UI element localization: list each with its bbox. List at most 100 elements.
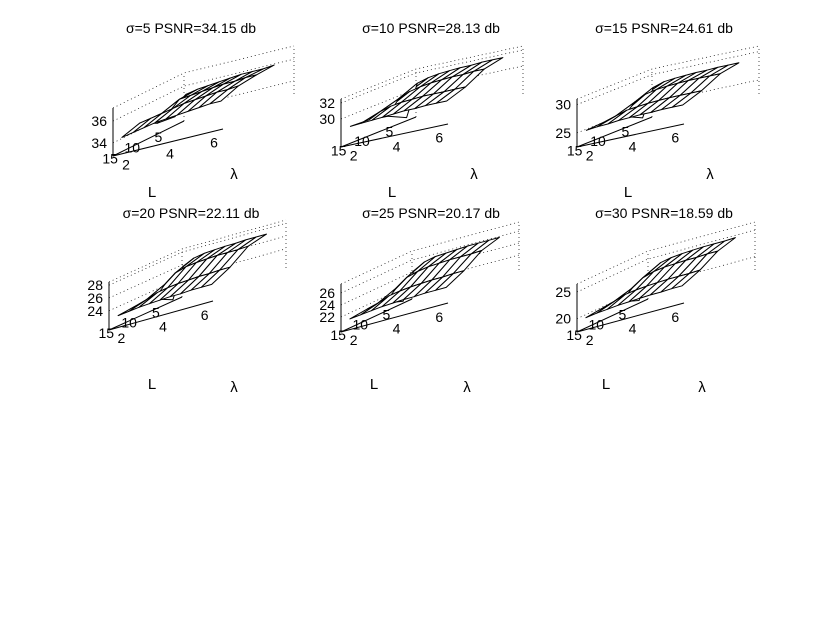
l-tick-label: 5 [622, 124, 630, 140]
axis-label-l: L [624, 184, 632, 201]
lambda-axis-line [112, 128, 224, 157]
l-tick-label: 10 [590, 133, 606, 149]
subplot-title: σ=30 PSNR=18.59 db [595, 205, 733, 221]
surface [117, 233, 267, 317]
lambda-tick-label: 6 [671, 129, 679, 145]
lambda-tick-label: 6 [671, 309, 679, 325]
grid-line [576, 45, 760, 100]
l-tick-label: 10 [121, 315, 137, 331]
subplot-title: σ=15 PSNR=24.61 db [595, 20, 733, 36]
l-axis-line [340, 298, 413, 333]
axis-label-l: L [388, 184, 396, 201]
grid-line [576, 229, 756, 293]
l-tick-label: 15 [102, 151, 118, 167]
grid-line [340, 221, 520, 285]
l-axis-line [576, 298, 649, 333]
l-axis-line [340, 116, 417, 148]
axis-label-lambda: λ [698, 379, 706, 396]
axes [108, 282, 214, 331]
subplot-6: σ=30 PSNR=18.59 db L λ 20 25 15 10 5 2 4 6 [555, 205, 756, 396]
z-tick-label: 22 [319, 309, 335, 325]
surface [585, 62, 740, 131]
surface [349, 57, 504, 127]
grid-line [576, 51, 760, 105]
grid-line [340, 254, 520, 318]
subplot-1: σ=5 PSNR=34.15 db L λ 34 36 15 10 5 2 4 6 [91, 20, 295, 201]
z-tick-label: 26 [319, 285, 335, 301]
z-tick-label: 26 [87, 290, 103, 306]
lambda-tick-label: 6 [201, 307, 209, 323]
surface [121, 64, 275, 138]
grid-line [576, 256, 756, 320]
l-tick-label: 10 [354, 133, 370, 149]
grid-line [108, 219, 287, 283]
l-tick-label: 15 [567, 142, 583, 158]
axis-label-l: L [148, 184, 156, 201]
z-tick-label: 25 [555, 125, 571, 141]
z-tick-label: 30 [555, 97, 571, 113]
surface-patch [585, 115, 617, 131]
lambda-axis-line [340, 302, 449, 333]
z-tick-label: 30 [319, 111, 335, 127]
surface [585, 237, 736, 319]
l-tick-label: 5 [619, 306, 627, 322]
grid-line [108, 222, 287, 286]
axes [340, 99, 449, 148]
axes [576, 284, 685, 333]
lambda-tick-label: 6 [210, 135, 218, 151]
lambda-axis-line [108, 300, 214, 331]
surface-patch [121, 117, 152, 138]
l-axis-line [112, 120, 185, 157]
l-tick-label: 15 [566, 327, 582, 343]
z-tick-label: 34 [91, 135, 107, 151]
lambda-axis-line [340, 123, 449, 148]
l-tick-label: 15 [99, 325, 115, 341]
lambda-tick-label: 4 [629, 321, 637, 337]
z-tick-label: 28 [87, 277, 103, 293]
axis-label-lambda: λ [230, 379, 238, 396]
z-tick-label: 24 [87, 303, 103, 319]
lambda-tick-label: 2 [350, 148, 358, 164]
subplot-title: σ=20 PSNR=22.11 db [123, 205, 260, 221]
l-tick-label: 10 [125, 140, 141, 156]
axis-label-lambda: λ [706, 166, 714, 183]
z-tick-label: 24 [319, 297, 335, 313]
lambda-tick-label: 4 [629, 139, 637, 155]
grid-line [108, 235, 287, 299]
z-tick-label: 32 [319, 95, 335, 111]
l-tick-label: 15 [330, 327, 346, 343]
axis-label-l: L [602, 376, 610, 393]
grid-line [340, 45, 524, 100]
surface-patch [349, 111, 381, 127]
subplot-title: σ=10 PSNR=28.13 db [362, 20, 500, 36]
z-tick-label: 36 [91, 113, 107, 129]
l-axis-line [108, 296, 183, 331]
l-tick-label: 10 [353, 317, 369, 333]
lambda-tick-label: 2 [350, 332, 358, 348]
z-tick-label: 20 [555, 311, 571, 327]
l-tick-label: 10 [589, 317, 605, 333]
surface-patch [117, 298, 148, 317]
l-tick-label: 5 [383, 306, 391, 322]
lambda-tick-label: 2 [586, 148, 594, 164]
lambda-tick-label: 4 [166, 146, 174, 162]
z-tick-label: 25 [555, 284, 571, 300]
lambda-tick-label: 2 [586, 332, 594, 348]
lambda-tick-label: 6 [435, 309, 443, 325]
l-tick-label: 5 [386, 124, 394, 140]
surface [349, 236, 500, 320]
axes [112, 108, 224, 157]
grid-line [340, 242, 520, 306]
axis-label-lambda: λ [470, 166, 478, 183]
axes [576, 99, 685, 148]
lambda-tick-label: 2 [122, 156, 130, 172]
lambda-axis-line [576, 123, 685, 148]
subplot-title: σ=5 PSNR=34.15 db [126, 20, 256, 36]
lambda-tick-label: 6 [435, 129, 443, 145]
axis-label-lambda: λ [230, 166, 238, 183]
subplot-title: σ=25 PSNR=20.17 db [362, 205, 500, 221]
